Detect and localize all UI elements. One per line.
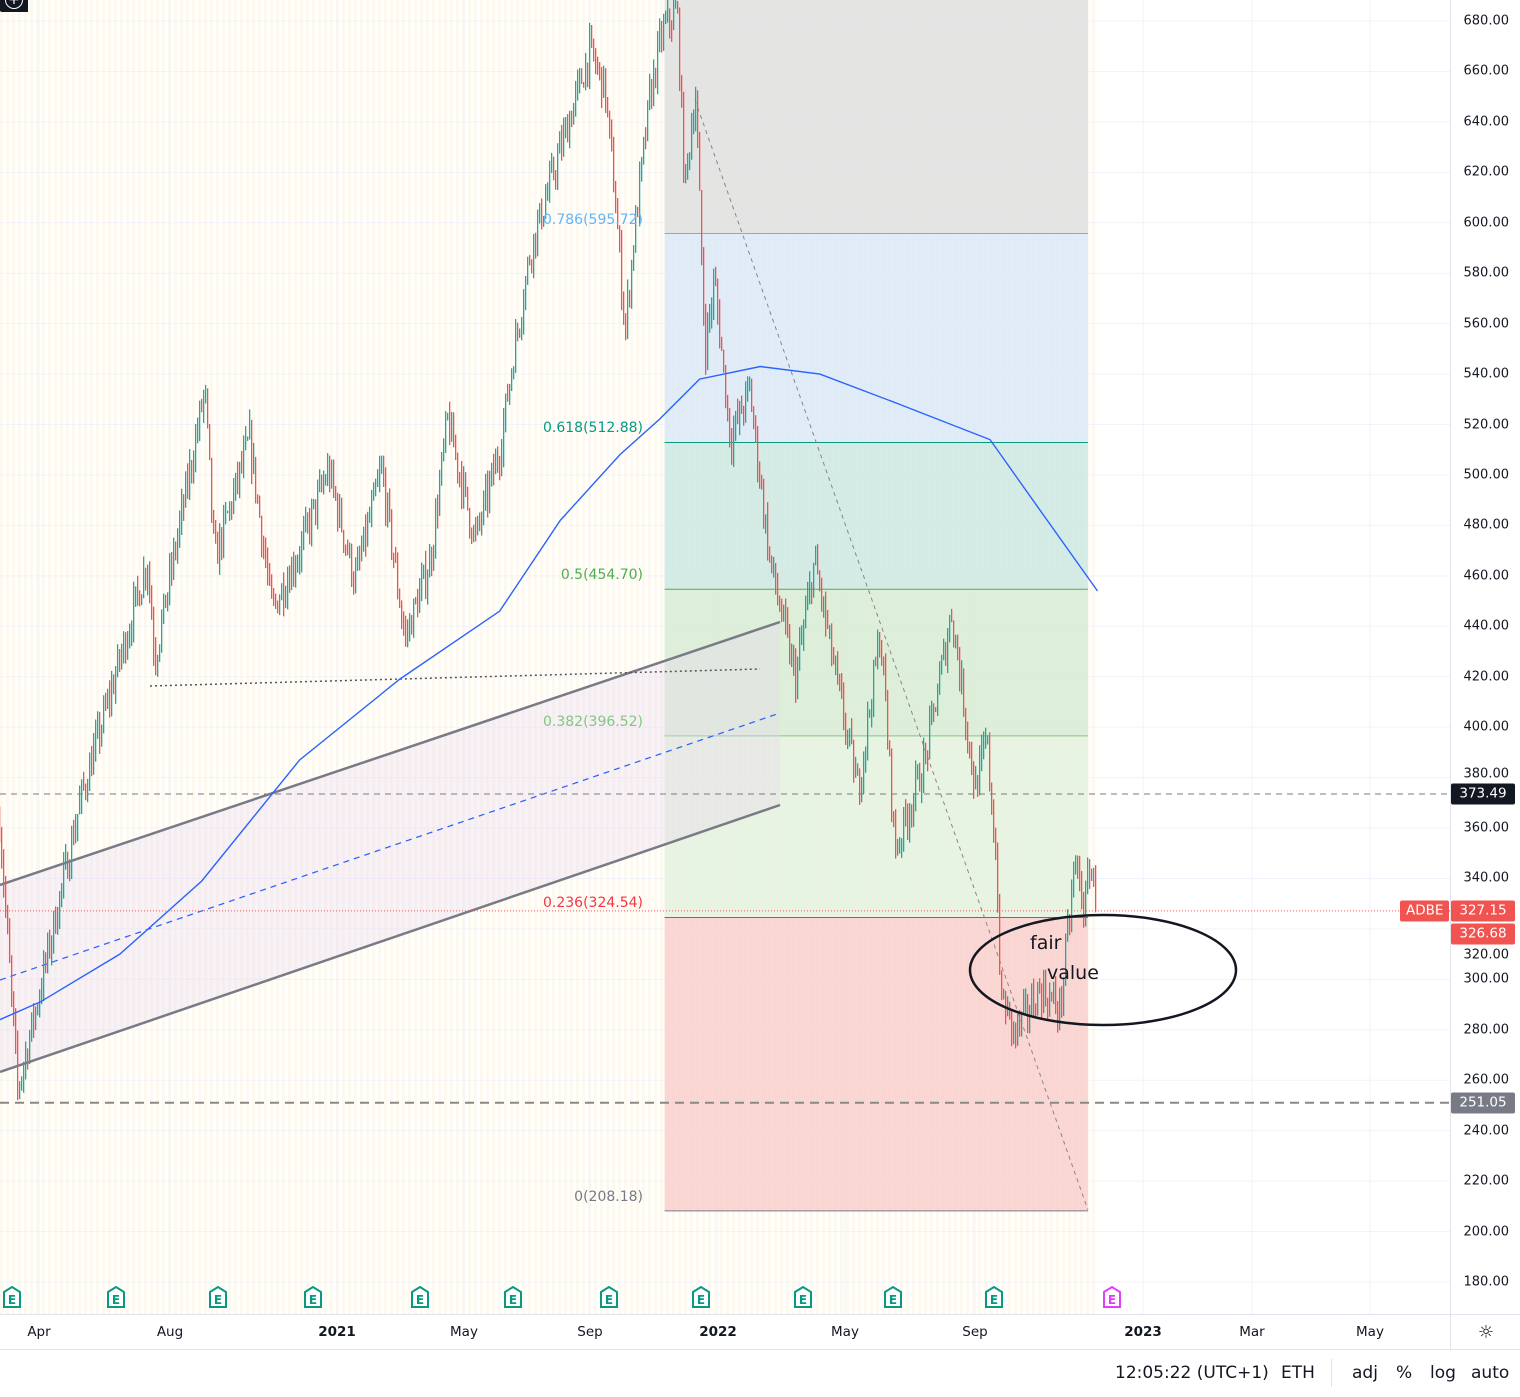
price-tick-label: 600.00 bbox=[1463, 215, 1510, 231]
svg-text:E: E bbox=[214, 1293, 222, 1307]
price-tick-label: 400.00 bbox=[1463, 719, 1510, 735]
earnings-marker-icon[interactable]: E bbox=[691, 1285, 711, 1308]
fib-zone bbox=[664, 442, 1088, 590]
annotation-value: value bbox=[1047, 962, 1099, 984]
price-tag: 327.15 bbox=[1451, 900, 1515, 922]
time-tick-label: May bbox=[831, 1324, 859, 1340]
price-tick-label: 300.00 bbox=[1463, 971, 1510, 987]
channel-lower-line bbox=[0, 803, 781, 1074]
price-tick-label: 500.00 bbox=[1463, 467, 1510, 483]
auto-toggle[interactable]: auto bbox=[1471, 1363, 1510, 1383]
adj-toggle[interactable]: adj bbox=[1352, 1363, 1378, 1383]
svg-text:E: E bbox=[309, 1293, 317, 1307]
channel-median-line bbox=[0, 712, 781, 981]
fib-level-label: 0.382(396.52) bbox=[543, 713, 643, 730]
price-tick-label: 440.00 bbox=[1463, 618, 1510, 634]
fib-level-label: 0(208.18) bbox=[574, 1188, 643, 1205]
svg-text:E: E bbox=[8, 1293, 16, 1307]
svg-text:E: E bbox=[889, 1293, 897, 1307]
price-tick-label: 620.00 bbox=[1463, 164, 1510, 180]
support-dotted-line bbox=[149, 668, 761, 687]
svg-text:E: E bbox=[697, 1293, 705, 1307]
settings-gear-icon[interactable]: ☼ bbox=[1450, 1315, 1520, 1349]
price-axis[interactable]: 180.00 200.00 220.00 240.00 260.00 280.00 300.… bbox=[1450, 0, 1520, 1314]
price-tick-label: 360.00 bbox=[1463, 820, 1510, 836]
price-tick-label: 220.00 bbox=[1463, 1173, 1510, 1189]
price-tick-label: 680.00 bbox=[1463, 13, 1510, 29]
earnings-marker-icon[interactable]: E bbox=[503, 1285, 523, 1308]
price-tick-label: 580.00 bbox=[1463, 265, 1510, 281]
price-tag: 326.68 bbox=[1451, 923, 1515, 945]
percent-toggle[interactable]: % bbox=[1396, 1363, 1413, 1383]
earnings-marker-icon[interactable]: E bbox=[106, 1285, 126, 1308]
price-tick-label: 420.00 bbox=[1463, 669, 1510, 685]
price-tick-label: 180.00 bbox=[1463, 1274, 1510, 1290]
time-tick-label: Mar bbox=[1239, 1324, 1265, 1340]
svg-text:E: E bbox=[1108, 1293, 1116, 1307]
fib-level-label: 0.236(324.54) bbox=[543, 895, 643, 912]
price-tag: 251.05 bbox=[1451, 1092, 1515, 1114]
earnings-marker-icon[interactable]: E bbox=[883, 1285, 903, 1308]
svg-text:E: E bbox=[799, 1293, 807, 1307]
session-toggle[interactable]: ETH bbox=[1281, 1363, 1315, 1383]
time-tick-label: 2022 bbox=[699, 1324, 737, 1340]
time-tick-label: Sep bbox=[962, 1324, 988, 1340]
svg-text:E: E bbox=[990, 1293, 998, 1307]
price-tick-label: 340.00 bbox=[1463, 870, 1510, 886]
price-tick-label: 520.00 bbox=[1463, 417, 1510, 433]
log-toggle[interactable]: log bbox=[1430, 1363, 1456, 1383]
price-tick-label: 660.00 bbox=[1463, 63, 1510, 79]
price-tag: 373.49 bbox=[1451, 783, 1515, 805]
divider bbox=[1331, 1359, 1332, 1387]
moving-average-line bbox=[0, 365, 1099, 1021]
time-axis[interactable]: ☼ Apr Aug 2021 May Sep 2022 May Sep 2023 Mar May bbox=[0, 1314, 1520, 1350]
time-tick-label: 2021 bbox=[318, 1324, 356, 1340]
annotation-fair: fair bbox=[1030, 932, 1062, 954]
add-alert-plus-icon[interactable]: + bbox=[0, 0, 28, 12]
earnings-marker-icon[interactable]: E bbox=[303, 1285, 323, 1308]
earnings-marker-icon[interactable]: E bbox=[410, 1285, 430, 1308]
price-tick-label: 260.00 bbox=[1463, 1072, 1510, 1088]
earnings-marker-icon[interactable]: E bbox=[208, 1285, 228, 1308]
fib-level-label: 0.618(512.88) bbox=[543, 420, 643, 437]
price-tick-label: 380.00 bbox=[1463, 766, 1510, 782]
clock-time[interactable]: 12:05:22 (UTC+1) bbox=[1115, 1363, 1269, 1383]
price-tick-label: 560.00 bbox=[1463, 316, 1510, 332]
fair-value-ellipse bbox=[968, 913, 1238, 1027]
svg-text:E: E bbox=[509, 1293, 517, 1307]
earnings-marker-icon[interactable]: E bbox=[2, 1285, 22, 1308]
price-tick-label: 480.00 bbox=[1463, 517, 1510, 533]
fib-zone-top bbox=[664, 0, 1088, 234]
price-tick-label: 460.00 bbox=[1463, 568, 1510, 584]
price-tick-label: 280.00 bbox=[1463, 1022, 1510, 1038]
price-tick-label: 540.00 bbox=[1463, 366, 1510, 382]
fib-zone bbox=[664, 735, 1088, 918]
time-tick-label: 2023 bbox=[1124, 1324, 1162, 1340]
fib-level-label: 0.786(595.72) bbox=[543, 211, 643, 228]
fib-zone bbox=[664, 917, 1088, 1211]
svg-text:E: E bbox=[112, 1293, 120, 1307]
price-tick-label: 240.00 bbox=[1463, 1123, 1510, 1139]
price-tick-label: 640.00 bbox=[1463, 114, 1510, 130]
status-bar: 12:05:22 (UTC+1) ETH adj % log auto bbox=[0, 1349, 1520, 1397]
earnings-marker-icon[interactable]: E bbox=[599, 1285, 619, 1308]
candles bbox=[0, 0, 1097, 1101]
svg-text:E: E bbox=[605, 1293, 613, 1307]
price-tick-label: 320.00 bbox=[1463, 947, 1510, 963]
channel-upper-line bbox=[0, 620, 781, 887]
earnings-marker-icon[interactable]: E bbox=[1102, 1285, 1122, 1308]
time-tick-label: May bbox=[450, 1324, 478, 1340]
time-tick-label: Apr bbox=[27, 1324, 51, 1340]
chart-plot-area[interactable] bbox=[0, 0, 1450, 1314]
time-tick-label: May bbox=[1356, 1324, 1384, 1340]
time-tick-label: Aug bbox=[156, 1324, 184, 1340]
time-tick-label: Sep bbox=[577, 1324, 603, 1340]
earnings-marker-icon[interactable]: E bbox=[793, 1285, 813, 1308]
fib-zone bbox=[664, 233, 1088, 443]
symbol-tag: ADBE bbox=[1400, 900, 1450, 922]
fib-level-label: 0.5(454.70) bbox=[560, 567, 643, 584]
svg-text:E: E bbox=[416, 1293, 424, 1307]
earnings-marker-icon[interactable]: E bbox=[984, 1285, 1004, 1308]
price-tick-label: 200.00 bbox=[1463, 1224, 1510, 1240]
